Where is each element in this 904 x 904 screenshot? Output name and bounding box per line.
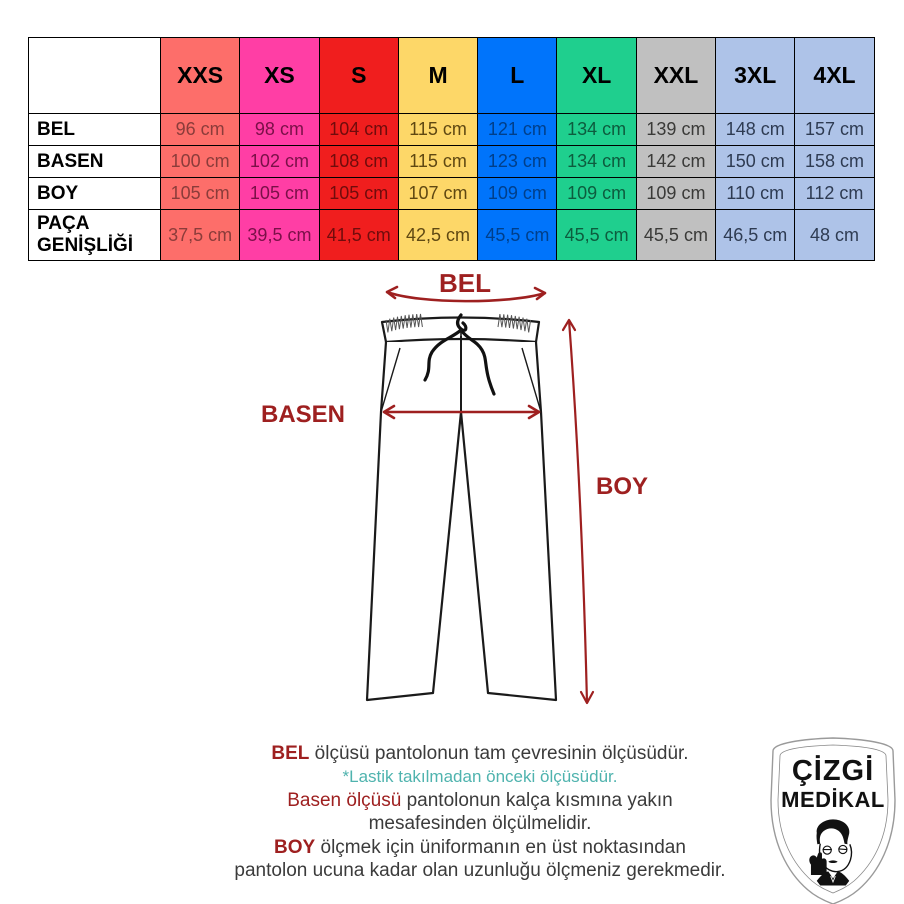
svg-text:ÇİZGİ: ÇİZGİ (792, 755, 874, 787)
svg-text:MEDİKAL: MEDİKAL (781, 787, 885, 812)
